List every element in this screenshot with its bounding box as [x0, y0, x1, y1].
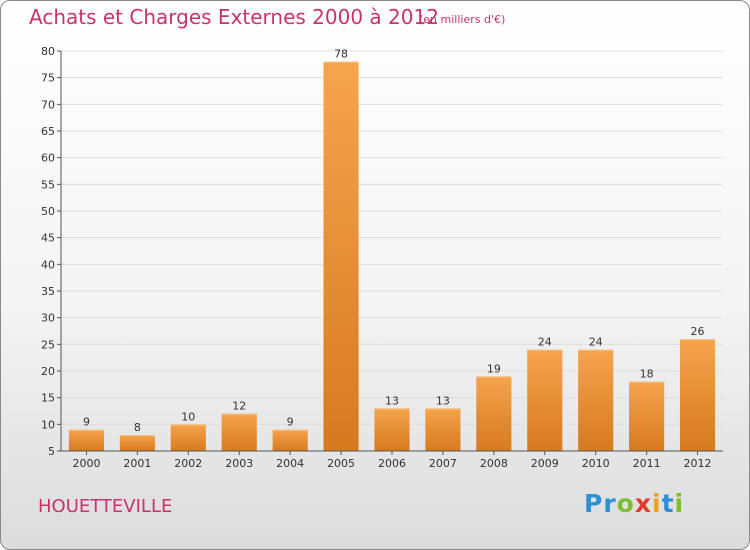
y-tick-label: 35 — [41, 285, 55, 298]
data-label: 24 — [589, 336, 603, 349]
bar — [374, 408, 410, 451]
chart-unit: (en milliers d'€) — [419, 13, 506, 26]
logo-letter: x — [634, 489, 652, 518]
data-label: 18 — [640, 368, 654, 381]
x-tick-label: 2005 — [327, 457, 355, 470]
logo-letter: i — [674, 489, 685, 518]
x-tick-label: 2012 — [684, 457, 712, 470]
bar — [272, 429, 308, 451]
y-tick-label: 60 — [41, 152, 55, 165]
x-tick-label: 2000 — [72, 457, 100, 470]
data-label: 78 — [334, 48, 348, 61]
bar — [578, 349, 614, 451]
y-tick-label: 50 — [41, 205, 55, 218]
x-tick-label: 2010 — [582, 457, 610, 470]
y-tick-label: 5 — [48, 445, 55, 458]
x-tick-label: 2007 — [429, 457, 457, 470]
y-tick-label: 15 — [41, 392, 55, 405]
logo-letter: i — [652, 489, 662, 518]
y-tick-label: 75 — [41, 72, 55, 85]
bar — [527, 349, 563, 451]
x-tick-label: 2011 — [633, 457, 661, 470]
commune-name: HOUETTEVILLE — [38, 496, 173, 517]
data-label: 9 — [83, 416, 90, 429]
proxiti-logo: Proxiti — [584, 489, 684, 518]
logo-letter: P — [584, 489, 604, 518]
x-tick-label: 2004 — [276, 457, 304, 470]
y-tick-label: 55 — [41, 178, 55, 191]
labels: 5 10 15 20 25 30 35 40 45 50 55 60 65 70 75 80 9 2000 8 200… — [41, 45, 712, 470]
data-label: 12 — [232, 400, 246, 413]
x-tick-label: 2006 — [378, 457, 406, 470]
data-label: 24 — [538, 336, 552, 349]
bar — [679, 339, 716, 451]
y-tick-label: 80 — [41, 45, 55, 58]
logo-letter: t — [661, 489, 675, 518]
logo-letter: r — [603, 489, 617, 518]
y-tick-label: 45 — [41, 232, 55, 245]
x-tick-label: 2003 — [225, 457, 253, 470]
x-tick-label: 2001 — [123, 457, 151, 470]
bar — [476, 376, 512, 451]
bar — [323, 61, 359, 452]
data-label: 9 — [287, 416, 294, 429]
data-label: 26 — [691, 325, 705, 338]
x-tick-label: 2008 — [480, 457, 508, 470]
bar — [68, 429, 105, 451]
y-tick-label: 65 — [41, 125, 55, 138]
data-label: 13 — [436, 394, 450, 407]
y-tick-label: 20 — [41, 365, 55, 378]
y-tick-label: 70 — [41, 98, 55, 111]
bar — [170, 424, 206, 451]
data-label: 19 — [487, 362, 501, 375]
y-tick-label: 30 — [41, 312, 55, 325]
x-tick-label: 2002 — [174, 457, 202, 470]
chart-title: Achats et Charges Externes 2000 à 2012 — [29, 5, 439, 29]
axes — [57, 50, 723, 455]
data-label: 13 — [385, 394, 399, 407]
bar — [119, 435, 155, 451]
x-tick-label: 2009 — [531, 457, 559, 470]
y-tick-label: 10 — [41, 418, 55, 431]
bar — [425, 408, 461, 451]
bars — [68, 61, 716, 452]
data-label: 8 — [134, 421, 141, 434]
data-label: 10 — [181, 410, 195, 423]
bar — [629, 381, 665, 451]
logo-letter: o — [616, 489, 635, 518]
y-tick-label: 40 — [41, 258, 55, 271]
grid-lines — [61, 50, 723, 452]
bar — [221, 413, 257, 451]
y-tick-label: 25 — [41, 338, 55, 351]
